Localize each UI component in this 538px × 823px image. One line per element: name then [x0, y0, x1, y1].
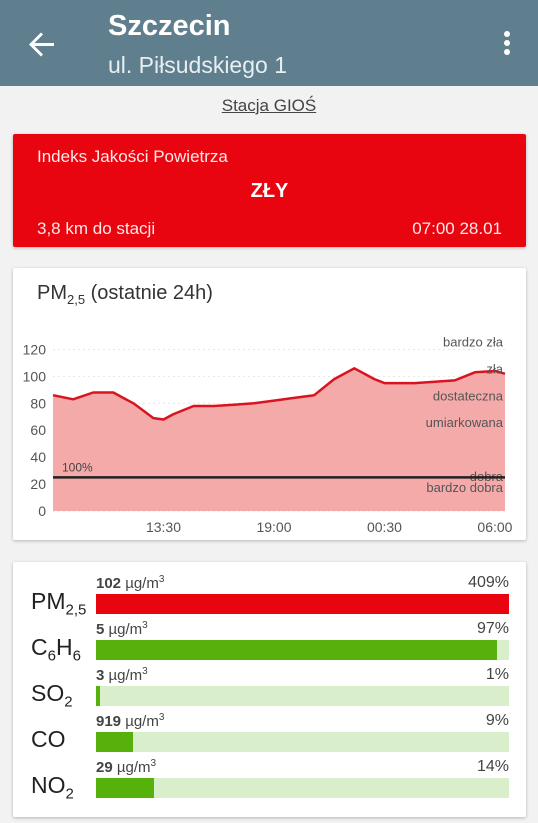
pollutant-name: CO — [31, 726, 66, 753]
band-label: bardzo zła — [443, 334, 504, 349]
pollutant-symbol: CO — [31, 726, 66, 752]
station-link[interactable]: Stacja GIOŚ — [221, 96, 317, 115]
series-line — [52, 367, 506, 421]
pollutant-symbol: SO — [31, 680, 65, 706]
arrow-left-icon — [29, 32, 54, 57]
pollutants-card: PM2,5 102 µg/m3 409% C6H6 5 µg/m3 97% SO2 3 µg/… — [13, 562, 526, 817]
pollutant-symbol: H — [55, 634, 73, 660]
x-tick-label: 13:30 — [146, 519, 181, 535]
area-fill — [53, 368, 505, 511]
pollutant-subscript: 2 — [65, 785, 74, 803]
y-tick-label: 120 — [23, 341, 47, 357]
pollutant-value: 5 µg/m3 — [96, 620, 148, 638]
back-button[interactable] — [24, 26, 60, 62]
pollutant-subscript: 2,5 — [65, 601, 87, 619]
y-tick-label: 80 — [30, 395, 46, 411]
pollutant-subscript: 6 — [47, 647, 56, 665]
y-tick-label: 0 — [38, 503, 46, 519]
pollutant-percent: 97% — [476, 620, 509, 637]
more-options-button[interactable] — [494, 26, 520, 62]
x-tick-label: 19:00 — [256, 519, 291, 535]
y-tick-label: 40 — [30, 449, 46, 465]
pollutant-bar-fill — [96, 686, 101, 706]
pollutant-name: C6H6 — [31, 634, 81, 665]
pollutant-value: 919 µg/m3 — [96, 712, 165, 730]
pollutant-bar — [96, 686, 509, 706]
pollutant-row[interactable]: C6H6 5 µg/m3 97% — [13, 620, 526, 666]
pollutant-bar-fill — [96, 732, 134, 752]
pollutant-subscript: 2 — [64, 693, 73, 711]
band-label: umiarkowana — [426, 415, 504, 430]
pollutant-value: 29 µg/m3 — [96, 758, 157, 776]
x-tick-label: 00:30 — [367, 519, 402, 535]
pollutant-row[interactable]: PM2,5 102 µg/m3 409% — [13, 574, 526, 620]
pollutant-symbol: C — [31, 634, 48, 660]
pm25-area-chart: 0 20 40 60 80 100 120 bardzo zła zła dostateczna u… — [23, 334, 513, 535]
pollutant-value: 3 µg/m3 — [96, 666, 148, 684]
pm25-chart-card[interactable]: PM2,5 (ostatnie 24h) 0 20 40 60 80 100 120 bard… — [13, 268, 526, 540]
pollutant-percent: 409% — [468, 574, 509, 591]
pollutant-bar-fill — [96, 778, 154, 798]
pollutant-name: NO2 — [31, 772, 74, 803]
pollutant-name: PM2,5 — [31, 588, 86, 619]
more-vert-icon — [504, 31, 510, 55]
pollutant-row[interactable]: NO2 29 µg/m3 14% — [13, 758, 526, 804]
chart-title-rest: (ostatnie 24h) — [85, 282, 213, 304]
pollutant-bar — [96, 732, 509, 752]
city-title: Szczecin — [108, 10, 231, 42]
aqi-value: ZŁY — [250, 180, 289, 202]
chart-title-main: PM — [37, 282, 67, 304]
band-label: zła — [486, 361, 503, 376]
station-distance: 3,8 km do stacji — [37, 219, 156, 238]
x-tick-label: 06:00 — [477, 519, 512, 535]
pollutant-percent: 9% — [485, 712, 509, 729]
pollutant-subscript: 6 — [72, 647, 81, 665]
pollutant-percent: 14% — [476, 758, 509, 775]
pollutant-row[interactable]: SO2 3 µg/m3 1% — [13, 666, 526, 712]
pollutant-bar — [96, 778, 509, 798]
reference-label: 100% — [62, 460, 93, 474]
y-tick-label: 60 — [30, 422, 46, 438]
chart-title: PM2,5 (ostatnie 24h) — [37, 282, 213, 307]
pollutant-row[interactable]: CO 919 µg/m3 9% — [13, 712, 526, 758]
aqi-label: Indeks Jakości Powietrza — [37, 147, 228, 166]
band-label: dostateczna — [433, 388, 504, 403]
pollutant-symbol: PM — [31, 588, 66, 614]
pollutant-bar-fill — [96, 594, 509, 614]
pollutant-bar-fill — [96, 640, 497, 660]
pollutant-value: 102 µg/m3 — [96, 574, 165, 592]
measurement-time: 07:00 28.01 — [412, 219, 502, 238]
y-tick-label: 20 — [30, 476, 46, 492]
pollutant-percent: 1% — [485, 666, 509, 683]
chart-title-sub: 2,5 — [67, 292, 86, 307]
air-quality-index-card[interactable]: Indeks Jakości Powietrza ZŁY 3,8 km do s… — [13, 134, 526, 247]
band-label: bardzo dobra — [426, 480, 503, 495]
y-tick-label: 100 — [23, 368, 47, 384]
pollutant-name: SO2 — [31, 680, 73, 711]
street-subtitle: ul. Piłsudskiego 1 — [108, 52, 287, 78]
pollutant-bar — [96, 640, 509, 660]
pollutant-bar — [96, 594, 509, 614]
app-bar: Szczecin ul. Piłsudskiego 1 — [0, 0, 538, 86]
pollutant-symbol: NO — [31, 772, 66, 798]
